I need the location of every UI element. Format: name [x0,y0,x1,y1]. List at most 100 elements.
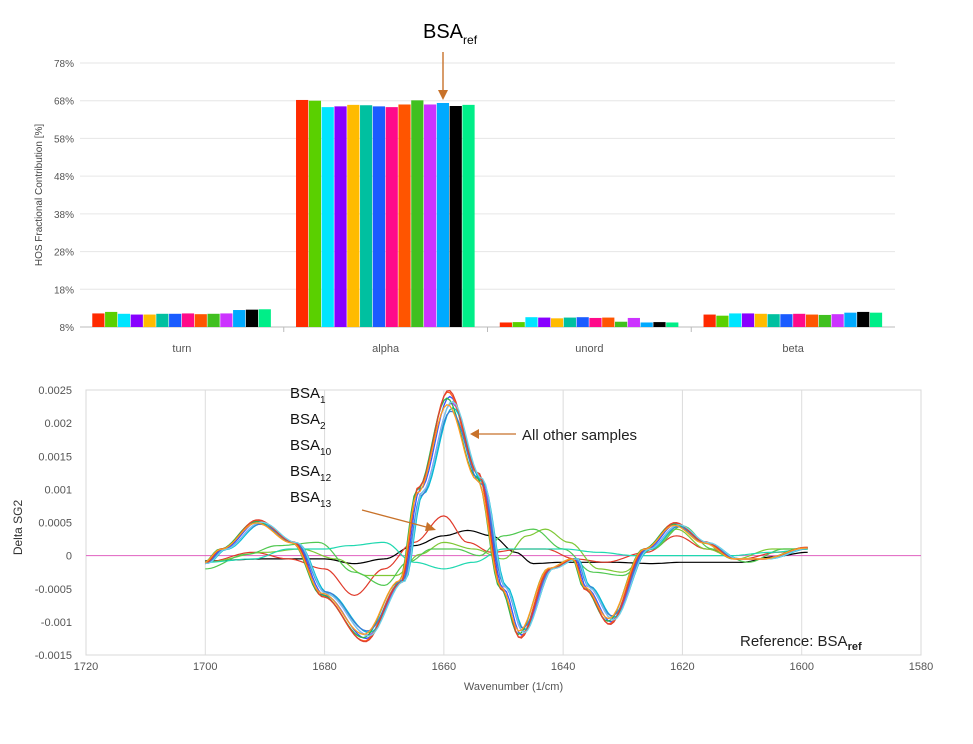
bar-ylabel: HOS Fractional Contribution [%] [34,124,45,267]
sample-label-1: BSA1 [290,385,326,406]
bar-group-turn [92,309,271,327]
bar-unord-2 [512,322,525,327]
bar-unord-12 [640,322,653,327]
delta-sg2-line-chart: 1720 1700 1680 1660 1640 1620 1600 1580 0.0025 0.… [11,385,933,693]
bar-turn-7 [169,313,182,327]
bar-unord-9 [602,317,615,327]
bar-ytick-label: 8% [60,323,75,334]
bar-unord-5 [550,318,564,327]
bar-alpha-14 [462,104,475,327]
bar-beta-1 [703,314,716,327]
bar-alpha-1 [296,99,309,328]
bar-beta-2 [716,315,729,327]
bar-alpha-6 [360,105,373,328]
bar-group-beta [703,311,883,327]
line-ytick-label: -0.0015 [35,650,72,662]
bar-alpha-2 [308,100,322,327]
line-xtick-label: 1660 [432,661,456,673]
bar-alpha-10 [411,100,424,327]
bar-unord-3 [525,317,538,327]
bar-unord-7 [576,317,589,327]
line-plot-frame [85,389,922,656]
bar-beta-10 [818,314,831,327]
line-ytick-label: 0.001 [44,484,72,496]
line-ytick-label: 0.0025 [38,385,72,397]
samples-arrow-head [425,522,436,531]
bar-turn-2 [105,311,118,327]
line-xtick-label: 1600 [789,661,813,673]
bar-alpha-11 [424,104,437,327]
bar-beta-9 [805,314,819,327]
bar-turn-5 [143,314,156,327]
line-xtick-label: 1620 [670,661,694,673]
bar-category-label-turn: turn [172,343,191,355]
line-xtick-label: 1700 [193,661,217,673]
bar-alpha-12 [436,102,450,327]
line-series-group [204,389,808,643]
bar-alpha-3 [321,107,334,327]
bar-ytick-label: 48% [54,172,74,183]
bar-turn-9 [194,314,207,327]
bar-unord-11 [627,317,640,327]
bar-turn-1 [92,313,105,327]
line-ytick-label: -0.0005 [35,584,72,596]
line-ytick-label: 0.002 [44,418,72,430]
line-ytick-label: 0 [66,551,72,563]
line-ytick-label: 0.0005 [38,518,72,530]
line-xtick-label: 1680 [312,661,336,673]
sample-label-12: BSA12 [290,463,332,484]
bar-alpha-8 [385,107,398,327]
reference-label: Reference: BSAref [740,633,862,653]
bar-turn-3 [117,313,131,327]
bar-beta-11 [831,314,844,327]
sample-label-13: BSA13 [290,489,332,510]
bar-beta-7 [780,314,793,327]
bar-alpha-5 [347,104,360,327]
bar-beta-6 [767,314,780,327]
fractional-bar-chart: 78% 68% 58% 48% 38% 28% 18% 8% HOS Fractional Co… [34,21,895,355]
bar-beta-14 [869,312,883,327]
sample-label-10: BSA10 [290,437,332,458]
bar-ytick-label: 68% [54,97,74,108]
bar-ytick-label: 18% [54,285,74,296]
bar-turn-8 [181,313,195,327]
major-series-7 [204,389,808,643]
bar-ytick-label: 78% [54,59,74,70]
other-arrow-head [470,429,479,439]
bar-turn-10 [207,313,220,327]
line-ytick-label: -0.001 [41,617,72,629]
line-ylabel: Delta SG2 [11,499,25,555]
line-xtick-label: 1580 [909,661,933,673]
bar-beta-4 [741,313,755,327]
bar-unord-1 [499,322,512,327]
bar-category-label-unord: unord [575,343,603,355]
bar-unord-13 [653,322,666,327]
bar-turn-11 [220,313,233,327]
bar-unord-6 [563,317,576,327]
bsa-ref-arrow-head [438,90,448,100]
minor-series-5 [205,541,808,570]
major-series-8 [205,400,808,637]
bar-group-alpha [296,99,475,328]
bar-unord-10 [614,321,628,327]
line-xtick-label: 1640 [551,661,575,673]
bar-turn-12 [233,310,246,327]
samples-arrow-line [361,509,431,529]
bar-unord-4 [538,317,551,327]
bar-turn-4 [130,314,143,327]
line-ytick-label: 0.0015 [38,451,72,463]
bar-turn-6 [156,313,169,327]
bar-beta-12 [844,312,857,327]
bar-group-unord [499,317,679,327]
bar-ytick-label: 58% [54,134,74,145]
minor-series-4 [205,525,808,587]
bar-beta-13 [857,311,870,327]
bsa-ref-annotation: BSAref [423,21,478,47]
other-samples-label: All other samples [522,427,637,444]
bar-category-label-beta: beta [782,343,804,355]
line-xtick-label: 1720 [74,661,98,673]
bar-alpha-7 [372,106,386,327]
major-series-9 [204,403,808,635]
bar-category-label-alpha: alpha [372,343,400,355]
bar-turn-13 [245,309,259,327]
